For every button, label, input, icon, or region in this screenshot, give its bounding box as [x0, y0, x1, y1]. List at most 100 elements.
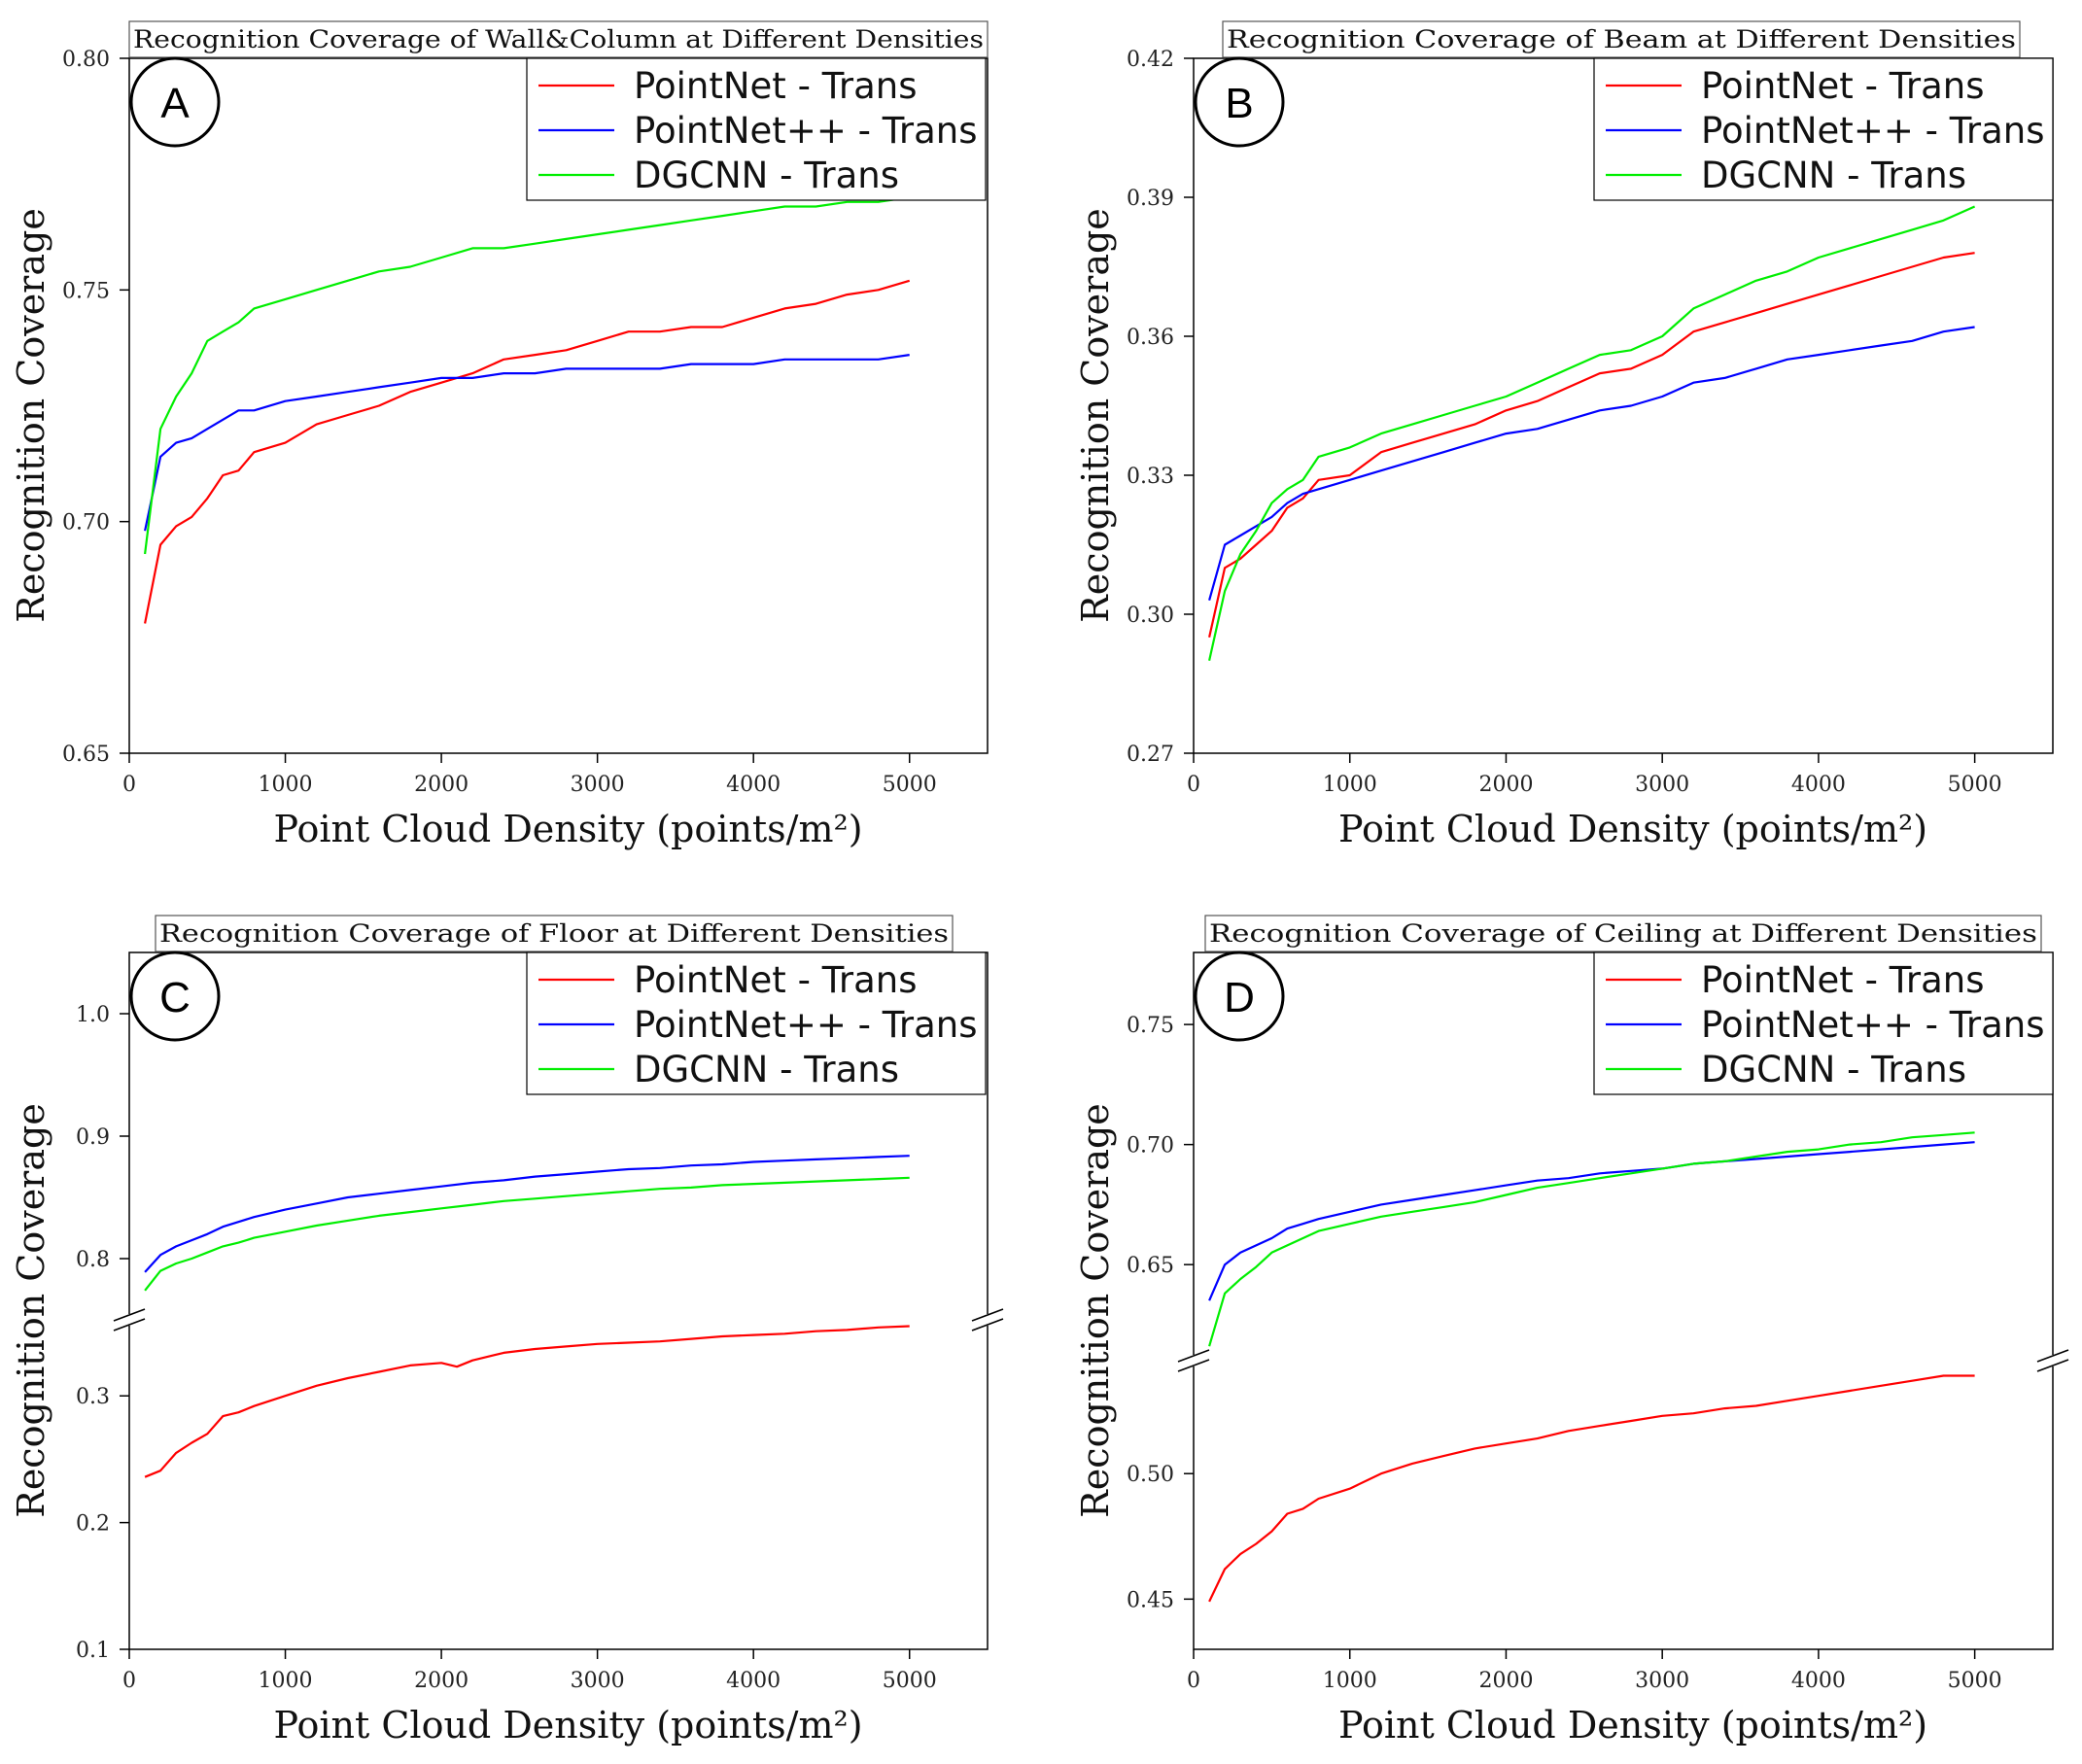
chart-title: Recognition Coverage of Wall&Column at D…	[133, 25, 984, 53]
panel-letter-circle	[129, 56, 221, 148]
axis-break-mark	[2036, 1349, 2069, 1363]
axis-break-mark	[971, 1318, 1004, 1332]
x-tick-label: 0	[122, 773, 136, 797]
y-tick-label: 0.50	[1127, 1463, 1174, 1487]
chart-title: Recognition Coverage of Beam at Differen…	[1227, 25, 2016, 53]
series-line-pointnet-trans	[1208, 326, 1975, 601]
legend-label: PointNet - Trans	[1701, 65, 1984, 107]
y-tick-label: 0.75	[62, 279, 110, 303]
x-tick-label: 1000	[259, 1669, 313, 1693]
chart-panel-b: Recognition Coverage of Beam at Differen…	[1074, 20, 2054, 850]
x-axis-label: Point Cloud Density (points/m²)	[1338, 1704, 1927, 1747]
x-tick-label: 2000	[1478, 1669, 1533, 1693]
title-box	[128, 20, 989, 58]
y-tick-label: 0.65	[62, 743, 110, 767]
x-tick-label: 2000	[414, 1669, 468, 1693]
x-tick-label: 3000	[571, 773, 625, 797]
y-tick-label: 0.36	[1127, 326, 1174, 350]
x-tick-label: 0	[1187, 1669, 1200, 1693]
axis-break-mark	[2036, 1359, 2069, 1372]
title-box	[155, 915, 954, 952]
series-line-pointnet-trans	[1208, 1374, 1975, 1603]
x-tick-label: 1000	[259, 773, 313, 797]
x-tick-label: 3000	[1635, 773, 1689, 797]
chart-title: Recognition Coverage of Ceiling at Diffe…	[1209, 919, 2037, 948]
y-axis-label: Recognition Coverage	[10, 208, 52, 623]
x-tick-label: 1000	[1323, 773, 1377, 797]
legend-label: DGCNN - Trans	[1701, 155, 1966, 196]
y-tick-label: 1.0	[76, 1003, 110, 1027]
panel-letter: D	[1224, 974, 1255, 1021]
y-tick-label: 0.70	[1127, 1134, 1174, 1159]
x-tick-label: 4000	[726, 773, 781, 797]
series-line-dgcnn-trans	[1208, 1131, 1975, 1347]
chart-panel-a: Recognition Coverage of Wall&Column at D…	[10, 20, 989, 850]
chart-panel-c: Recognition Coverage of Floor at Differe…	[10, 915, 1004, 1747]
legend-box	[1593, 57, 2054, 201]
y-tick-label: 0.75	[1127, 1014, 1174, 1038]
panel-letter: A	[160, 80, 190, 127]
legend-label: DGCNN - Trans	[634, 1049, 899, 1090]
x-axis-label: Point Cloud Density (points/m²)	[1338, 808, 1927, 850]
x-tick-label: 5000	[1948, 773, 2002, 797]
y-tick-label: 0.80	[62, 48, 110, 72]
legend-label: PointNet++ - Trans	[634, 1004, 977, 1046]
y-tick-label: 0.70	[62, 511, 110, 536]
y-tick-label: 0.27	[1127, 743, 1174, 767]
series-line-dgcnn-trans	[144, 1176, 910, 1292]
axis-break-mark	[113, 1318, 146, 1332]
x-tick-label: 5000	[1948, 1669, 2002, 1693]
series-line-pointnet-trans	[144, 354, 910, 532]
axis-break-mark	[971, 1308, 1004, 1322]
legend-label: DGCNN - Trans	[1701, 1049, 1966, 1090]
x-tick-label: 1000	[1323, 1669, 1377, 1693]
axis-break-mark	[113, 1308, 146, 1322]
panel-letter: C	[159, 974, 191, 1021]
y-axis-label: Recognition Coverage	[1074, 1103, 1117, 1518]
legend-label: PointNet++ - Trans	[634, 110, 977, 152]
panel-letter-circle	[1194, 56, 1285, 148]
x-tick-label: 2000	[414, 773, 468, 797]
legend-label: PointNet - Trans	[634, 65, 917, 107]
panel-letter-circle	[129, 951, 221, 1042]
y-axis-label: Recognition Coverage	[10, 1103, 52, 1518]
x-tick-label: 4000	[1791, 773, 1846, 797]
x-tick-label: 2000	[1478, 773, 1533, 797]
legend-label: PointNet - Trans	[634, 959, 917, 1001]
x-tick-label: 5000	[883, 773, 937, 797]
x-tick-label: 3000	[1635, 1669, 1689, 1693]
chart-panel-d: Recognition Coverage of Ceiling at Diffe…	[1074, 915, 2069, 1747]
title-box	[1204, 915, 2042, 952]
legend-label: DGCNN - Trans	[634, 155, 899, 196]
chart-title: Recognition Coverage of Floor at Differe…	[159, 919, 949, 948]
panel-letter-circle	[1194, 951, 1285, 1042]
y-tick-label: 0.39	[1127, 187, 1174, 211]
x-axis-label: Point Cloud Density (points/m²)	[273, 808, 862, 850]
series-line-pointnet-trans	[1208, 252, 1975, 639]
y-tick-label: 0.45	[1127, 1588, 1174, 1612]
legend-label: PointNet - Trans	[1701, 959, 1984, 1001]
y-tick-label: 0.1	[76, 1639, 110, 1663]
panel-letter: B	[1225, 80, 1253, 127]
y-axis-label: Recognition Coverage	[1074, 208, 1117, 623]
x-axis-label: Point Cloud Density (points/m²)	[273, 1704, 862, 1747]
x-tick-label: 4000	[1791, 1669, 1846, 1693]
y-tick-label: 0.33	[1127, 465, 1174, 489]
series-line-dgcnn-trans	[144, 195, 910, 555]
y-tick-label: 0.9	[76, 1125, 110, 1150]
y-tick-label: 0.3	[76, 1385, 110, 1409]
series-line-pointnet-trans	[1208, 1141, 1975, 1301]
x-tick-label: 0	[1187, 773, 1200, 797]
y-tick-label: 0.65	[1127, 1254, 1174, 1278]
x-tick-label: 4000	[726, 1669, 781, 1693]
legend-label: PointNet++ - Trans	[1701, 1004, 2044, 1046]
axis-break-mark	[1177, 1349, 1210, 1363]
x-tick-label: 5000	[883, 1669, 937, 1693]
y-tick-label: 0.30	[1127, 604, 1174, 628]
y-tick-label: 0.42	[1127, 48, 1174, 72]
y-tick-label: 0.8	[76, 1248, 110, 1272]
title-box	[1222, 20, 2021, 58]
series-line-dgcnn-trans	[1208, 205, 1976, 661]
series-line-pointnet-trans	[144, 279, 911, 624]
